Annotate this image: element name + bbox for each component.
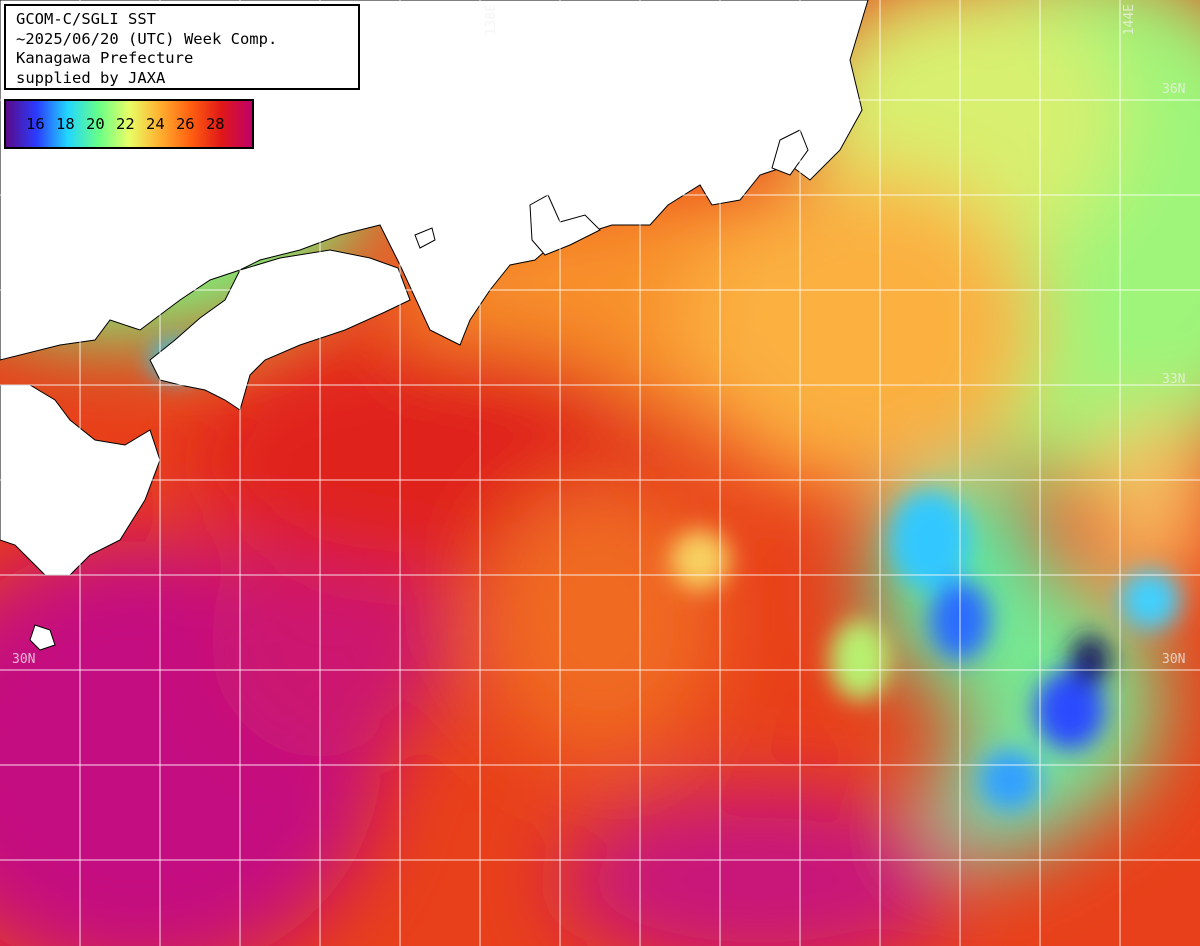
- color-scale-legend: 16 18 20 22 24 26 28: [4, 99, 254, 149]
- island-a: [414, 227, 436, 249]
- kii-peninsula: [529, 194, 601, 256]
- lon-label-138e: 138E: [484, 4, 499, 36]
- lat-label-30n-left: 30N: [12, 652, 36, 667]
- lat-label-36n: 36N: [1162, 82, 1186, 97]
- legend-tick-labels: 16 18 20 22 24 26 28: [26, 115, 225, 133]
- lat-label-30n-right: 30N: [1162, 652, 1186, 667]
- title-line-credit: supplied by JAXA: [16, 68, 166, 87]
- izu-peninsula: [771, 129, 809, 176]
- title-line-date: ~2025/06/20 (UTC) Week Comp.: [16, 29, 278, 48]
- title-box: GCOM-C/SGLI SST ~2025/06/20 (UTC) Week C…: [4, 4, 360, 90]
- lon-label-144e: 144E: [1122, 4, 1137, 36]
- tanegashima: [29, 624, 56, 651]
- lat-label-33n: 33N: [1162, 372, 1186, 387]
- title-line-product: GCOM-C/SGLI SST: [16, 10, 156, 28]
- title-line-region: Kanagawa Prefecture: [16, 49, 194, 67]
